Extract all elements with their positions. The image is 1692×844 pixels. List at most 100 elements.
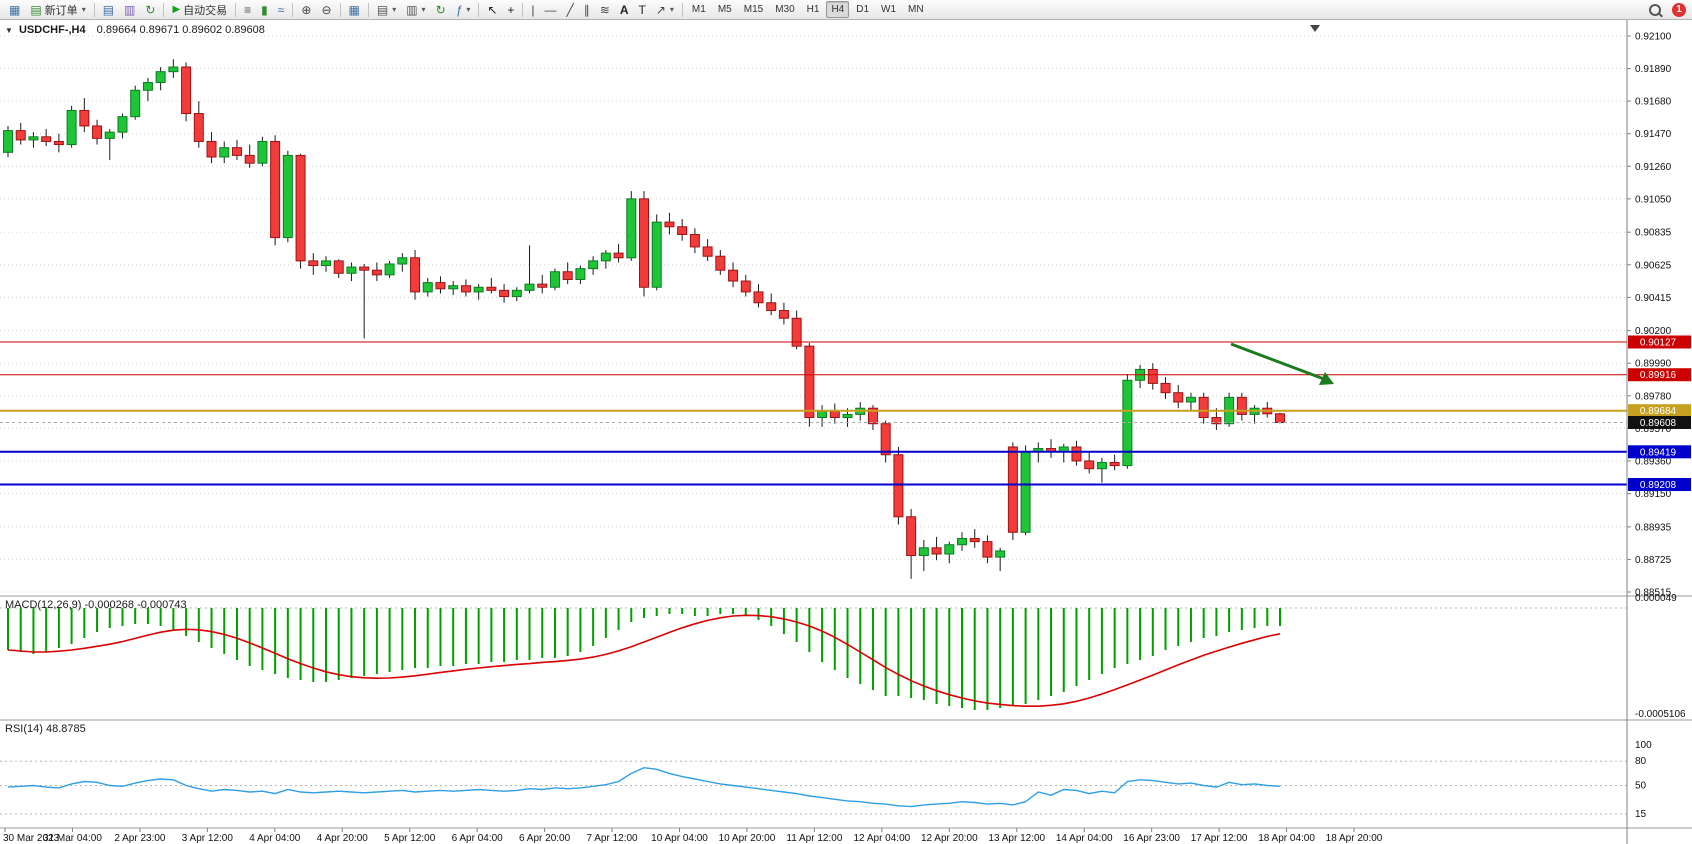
- market-watch-button[interactable]: ▤: [99, 0, 118, 19]
- cursor-icon: ↖: [487, 2, 498, 17]
- timeframe-button-h4[interactable]: H4: [826, 1, 850, 18]
- chart-plot-area[interactable]: [0, 20, 1627, 596]
- timeframe-button-h1[interactable]: H1: [806, 4, 820, 15]
- svg-text:0.91680: 0.91680: [1635, 97, 1672, 108]
- profiles-icon: ▥: [124, 2, 136, 17]
- trendline-button[interactable]: ╱: [563, 0, 578, 19]
- channel-icon: ∥: [583, 2, 590, 17]
- svg-text:0.89990: 0.89990: [1635, 359, 1672, 370]
- zoom-in-button[interactable]: ⊕: [297, 0, 315, 19]
- svg-text:0.89570: 0.89570: [1635, 424, 1672, 435]
- chart-shift-marker[interactable]: [1310, 25, 1320, 32]
- new-order-button[interactable]: ▤ 新订单 ▾: [26, 0, 89, 19]
- new-chart-button[interactable]: ▤ ▾: [373, 0, 400, 19]
- toolbar-separator: [235, 2, 237, 17]
- horizontal-line-button[interactable]: —: [541, 0, 561, 19]
- price-tags: 0.90127 0.89916 0.89684 0.89419 0.89208 0.896…: [1628, 335, 1691, 492]
- new-order-icon: ▤: [30, 2, 42, 17]
- zoom-in-icon: ⊕: [301, 2, 312, 17]
- indicators-button[interactable]: ƒ ▾: [452, 0, 475, 19]
- trendline-icon: ╱: [566, 2, 574, 17]
- svg-text:0.89684: 0.89684: [1640, 406, 1677, 417]
- svg-text:6 Apr 20:00: 6 Apr 20:00: [519, 833, 571, 844]
- bar-chart-button[interactable]: ≡: [240, 0, 255, 19]
- svg-text:0.91470: 0.91470: [1635, 129, 1672, 140]
- svg-text:0.90200: 0.90200: [1635, 326, 1672, 337]
- toolbar-separator: [292, 2, 294, 17]
- zoom-out-button[interactable]: ⊖: [317, 0, 335, 19]
- cursor-button[interactable]: ↖: [483, 0, 501, 19]
- timeframe-button-m1[interactable]: M1: [691, 4, 706, 15]
- label-tool-button[interactable]: T: [635, 0, 650, 19]
- toolbar-separator: [339, 2, 341, 17]
- svg-text:0.92100: 0.92100: [1635, 32, 1672, 43]
- svg-text:7 Apr 12:00: 7 Apr 12:00: [586, 833, 638, 844]
- svg-text:10 Apr 04:00: 10 Apr 04:00: [651, 833, 708, 844]
- auto-trading-label: 自动交易: [183, 4, 228, 17]
- timeframe-toolbar: M1 M5 M15 M30 H1 H4 D1 W1 MN: [686, 1, 930, 18]
- channel-button[interactable]: ∥: [580, 0, 594, 19]
- svg-text:0.89360: 0.89360: [1635, 456, 1672, 467]
- svg-text:5 Apr 12:00: 5 Apr 12:00: [384, 833, 436, 844]
- refresh-button[interactable]: ↻: [141, 0, 159, 19]
- svg-text:30 Mar 2023: 30 Mar 2023: [3, 833, 60, 844]
- svg-text:31 Mar 04:00: 31 Mar 04:00: [43, 833, 102, 844]
- indicators-icon: ƒ: [455, 2, 463, 17]
- line-chart-icon: ≈: [277, 2, 285, 17]
- chart-canvas[interactable]: 0.92100 0.91890 0.91680 0.91470 0.91260 0.910…: [0, 20, 1692, 844]
- svg-text:18 Apr 04:00: 18 Apr 04:00: [1258, 833, 1315, 844]
- chevron-down-icon: ▾: [392, 5, 397, 14]
- svg-text:0.91890: 0.91890: [1635, 64, 1672, 75]
- auto-scroll-button[interactable]: ↻: [432, 0, 450, 19]
- timeframe-button-m30[interactable]: M30: [775, 4, 795, 15]
- template-button[interactable]: ▥ ▾: [402, 0, 429, 19]
- auto-trading-play-icon: ▶: [172, 3, 181, 15]
- tile-windows-icon: ▦: [348, 2, 360, 17]
- search-button[interactable]: [1645, 0, 1665, 19]
- candle-chart-button[interactable]: ▮: [257, 0, 272, 19]
- toolbar-separator: [163, 2, 165, 17]
- timeframe-button-d1[interactable]: D1: [856, 4, 870, 15]
- trend-arrow-annotation[interactable]: [1230, 342, 1334, 385]
- profiles-button[interactable]: ▥: [120, 0, 139, 19]
- svg-text:18 Apr 20:00: 18 Apr 20:00: [1326, 833, 1383, 844]
- fibonacci-icon: ≋: [599, 2, 610, 17]
- timeframe-button-mn[interactable]: MN: [908, 4, 924, 15]
- svg-text:17 Apr 12:00: 17 Apr 12:00: [1191, 833, 1248, 844]
- line-chart-button[interactable]: ≈: [274, 0, 289, 19]
- svg-text:0.89780: 0.89780: [1635, 391, 1672, 402]
- price-axis[interactable]: 0.92100 0.91890 0.91680 0.91470 0.91260 0.910…: [1626, 20, 1686, 844]
- svg-text:0.89208: 0.89208: [1640, 480, 1677, 491]
- candlestick-series: [3, 59, 1285, 579]
- svg-text:3 Apr 12:00: 3 Apr 12:00: [182, 833, 234, 844]
- svg-text:0.89419: 0.89419: [1640, 447, 1677, 458]
- fibonacci-button[interactable]: ≋: [596, 0, 614, 19]
- bar-chart-icon: ≡: [244, 2, 252, 17]
- svg-text:12 Apr 04:00: 12 Apr 04:00: [853, 833, 910, 844]
- arrows-tool-button[interactable]: ↗ ▾: [652, 0, 678, 19]
- arrows-tool-icon: ↗: [655, 2, 666, 17]
- vertical-line-icon: |: [531, 2, 535, 17]
- svg-text:100: 100: [1635, 740, 1652, 751]
- svg-text:0.89150: 0.89150: [1635, 489, 1672, 500]
- svg-text:0.88515: 0.88515: [1635, 588, 1672, 599]
- chart-window: 0.92100 0.91890 0.91680 0.91470 0.91260 0.910…: [0, 20, 1692, 844]
- tile-windows-button[interactable]: ▦: [345, 0, 364, 19]
- timeframe-button-m5[interactable]: M5: [717, 4, 732, 15]
- notification-badge[interactable]: 1: [1672, 2, 1686, 17]
- auto-trading-button[interactable]: ▶ 自动交易: [168, 0, 231, 19]
- text-tool-button[interactable]: A: [616, 0, 633, 19]
- svg-text:15: 15: [1635, 809, 1647, 820]
- toolbar-separator: [478, 2, 480, 17]
- vertical-line-button[interactable]: |: [527, 0, 538, 19]
- main-toolbar: ▦ ▤ 新订单 ▾ ▤ ▥ ↻ ▶ 自动交易 ≡ ▮ ≈ ⊕ ⊖ ▦ ▤ ▾ ▥ ▾…: [0, 0, 1692, 20]
- auto-scroll-icon: ↻: [435, 2, 446, 17]
- svg-text:0.90127: 0.90127: [1640, 337, 1677, 348]
- crosshair-button[interactable]: +: [503, 0, 518, 19]
- horizontal-level-lines[interactable]: [0, 341, 1627, 486]
- chevron-down-icon: ▾: [81, 5, 86, 14]
- timeframe-button-m15[interactable]: M15: [743, 4, 764, 15]
- toolbar-right-group: 1: [1644, 0, 1688, 19]
- timeframe-button-w1[interactable]: W1: [881, 4, 897, 15]
